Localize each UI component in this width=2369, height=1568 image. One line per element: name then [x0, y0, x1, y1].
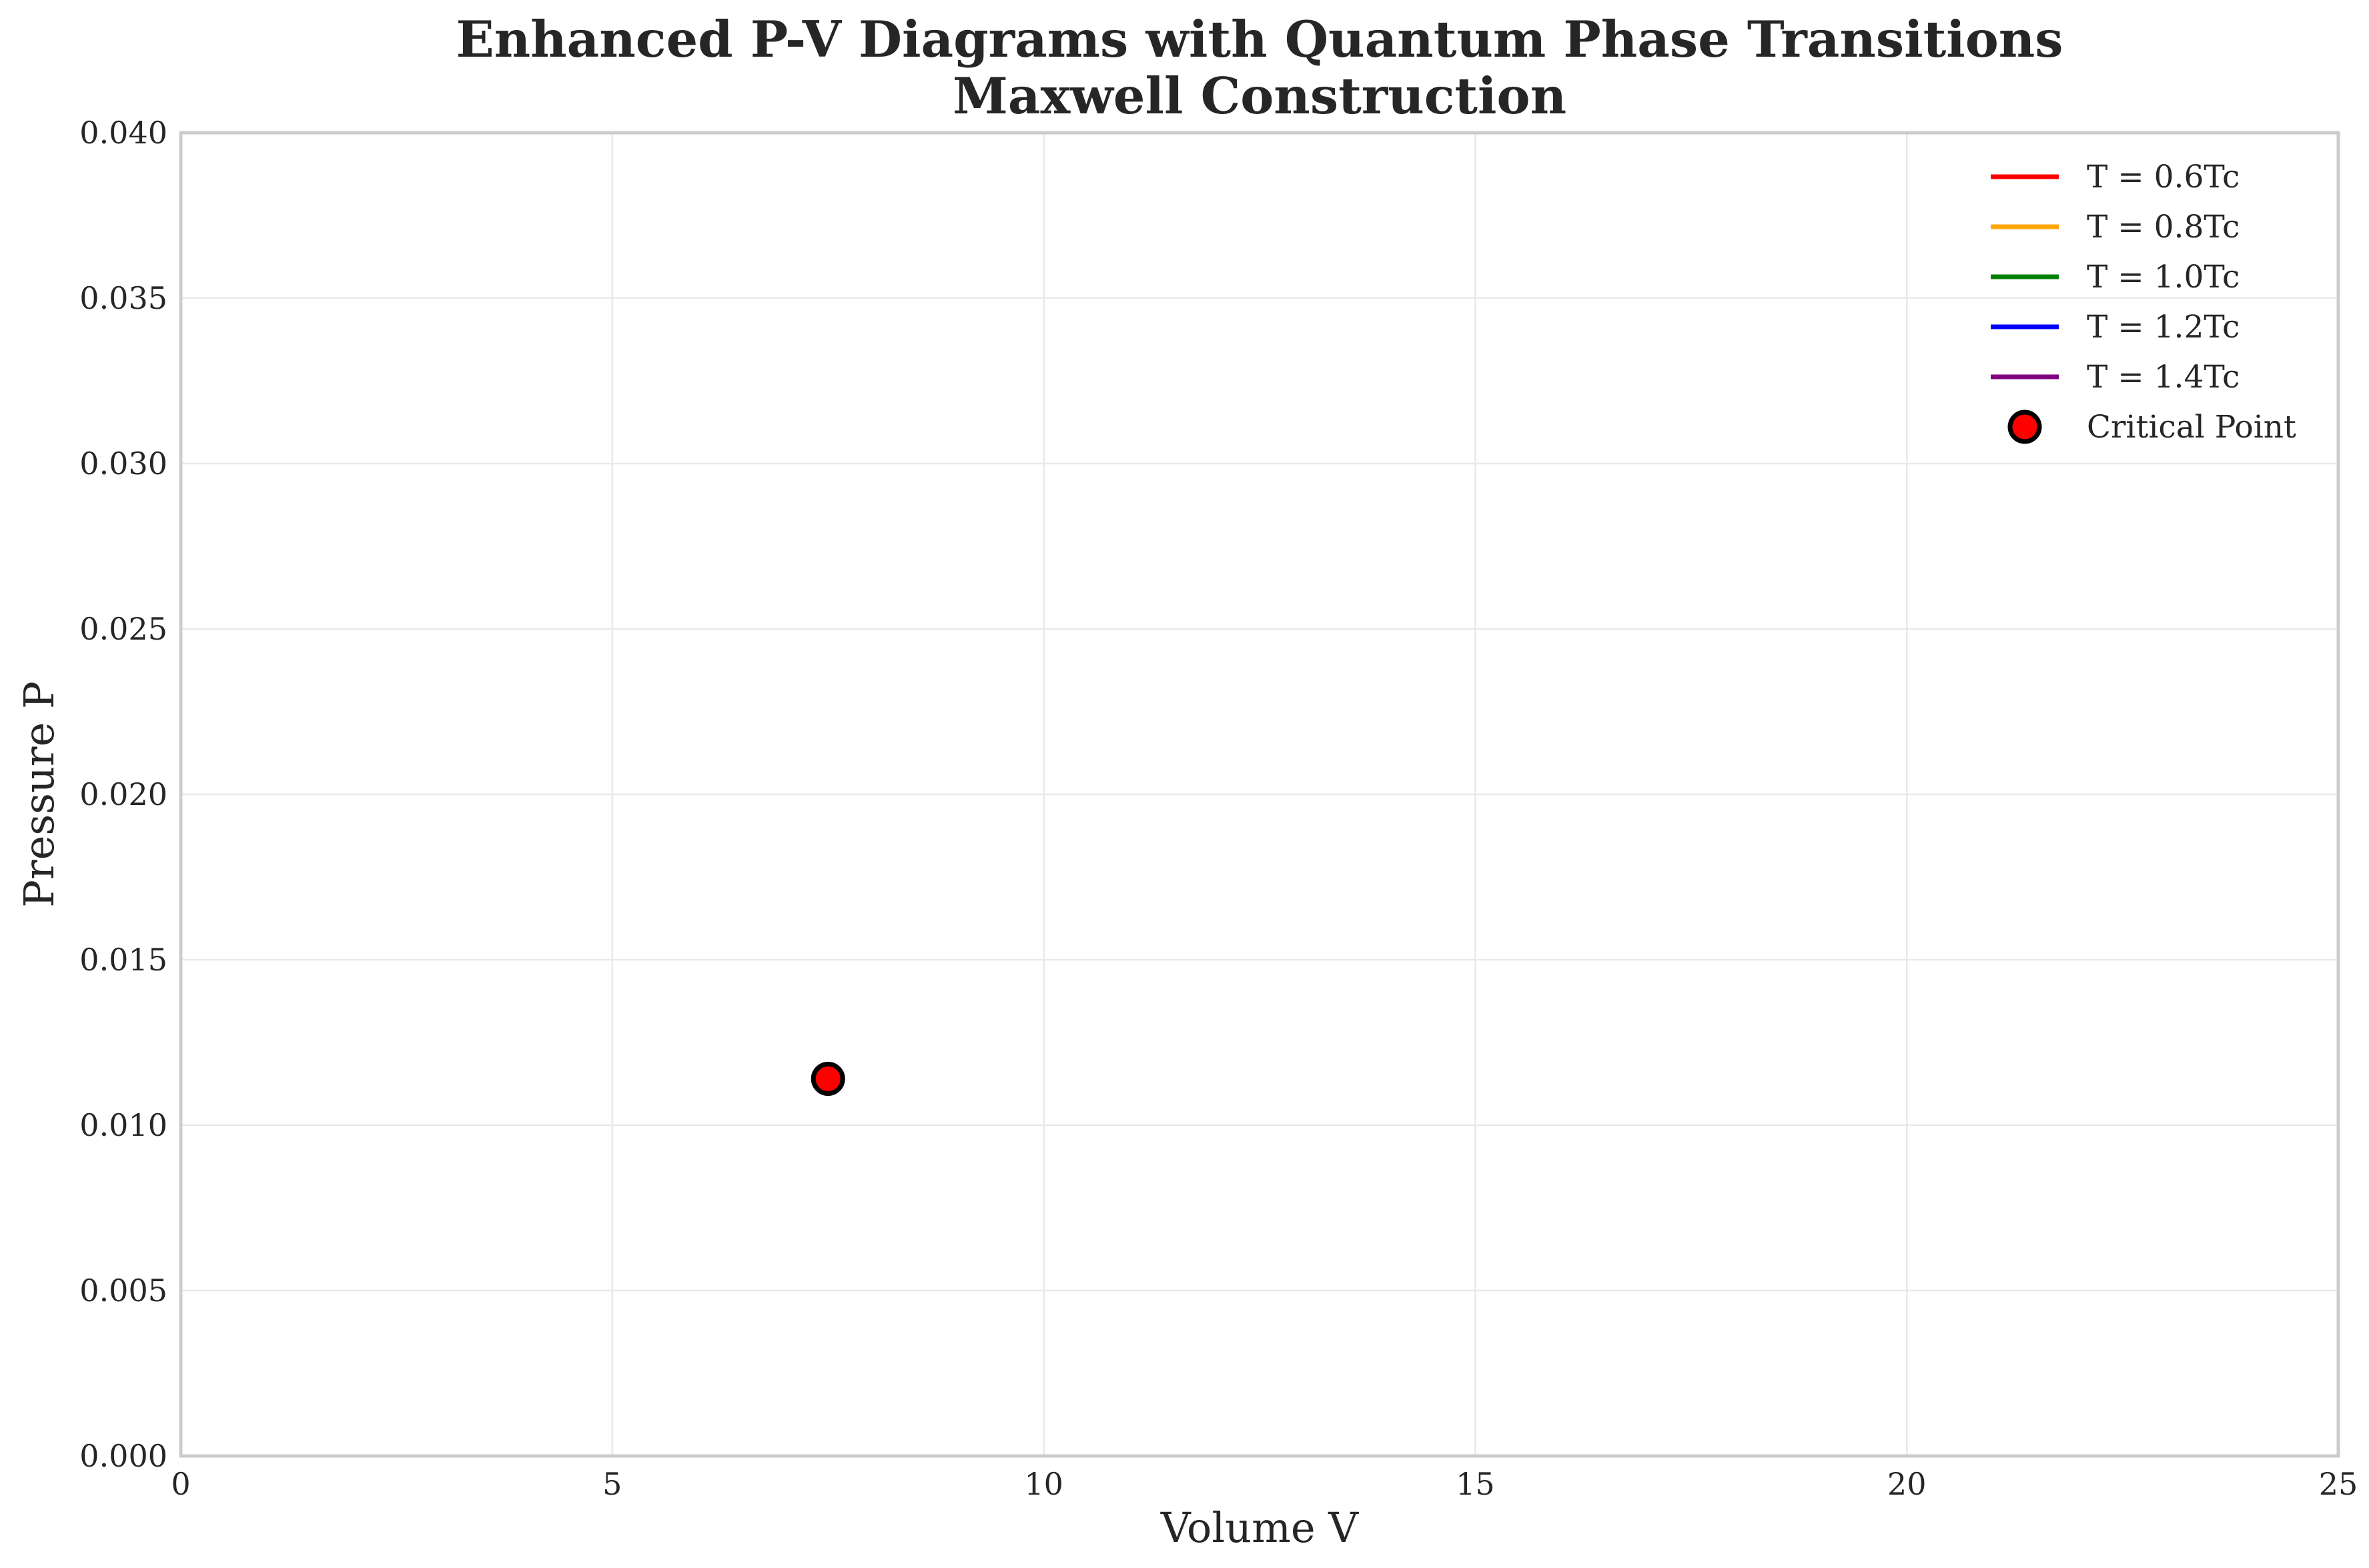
- x-tick-label: 10: [1024, 1466, 1063, 1502]
- chart-title-line-2: Maxwell Construction: [953, 67, 1566, 125]
- legend-marker-swatch: [2007, 410, 2042, 444]
- x-tick-label: 0: [171, 1466, 190, 1502]
- legend-label: T = 1.0Tc: [2087, 259, 2240, 295]
- chart-title-line-1: Enhanced P-V Diagrams with Quantum Phase…: [456, 10, 2063, 69]
- y-tick-label: 0.030: [79, 446, 167, 482]
- plot-area-frame: [179, 131, 2340, 1458]
- x-tick-label: 15: [1456, 1466, 1495, 1502]
- y-tick-label: 0.010: [79, 1107, 167, 1143]
- legend-label: T = 1.2Tc: [2087, 309, 2240, 345]
- y-tick-label: 0.025: [79, 611, 167, 647]
- legend-label: T = 0.8Tc: [2087, 209, 2240, 245]
- y-tick-label: 0.020: [79, 776, 167, 812]
- x-tick-label: 25: [2319, 1466, 2358, 1502]
- x-axis-label: Volume V: [1160, 1503, 1359, 1552]
- critical-point-marker: [811, 1062, 845, 1096]
- y-tick-label: 0.005: [79, 1273, 167, 1309]
- y-axis-label: Pressure P: [15, 681, 63, 907]
- y-tick-label: 0.035: [79, 280, 167, 316]
- legend-label: T = 1.4Tc: [2087, 359, 2240, 396]
- y-tick-label: 0.000: [79, 1438, 167, 1474]
- x-tick-label: 5: [602, 1466, 622, 1502]
- legend: T = 0.6Tc T = 0.8Tc T = 1.0Tc T = 1.2Tc T = …: [1991, 159, 2296, 446]
- legend-label: Critical Point: [2087, 409, 2296, 446]
- y-tick-label: 0.040: [79, 115, 167, 151]
- series-layer: [811, 1062, 845, 1096]
- tick-labels: 0 5 10 15 20 25 0.000 0.005 0.010 0.015 0.020 0.025…: [79, 115, 2358, 1502]
- legend-label: T = 0.6Tc: [2087, 159, 2240, 195]
- y-tick-label: 0.015: [79, 942, 167, 978]
- x-tick-label: 20: [1887, 1466, 1927, 1502]
